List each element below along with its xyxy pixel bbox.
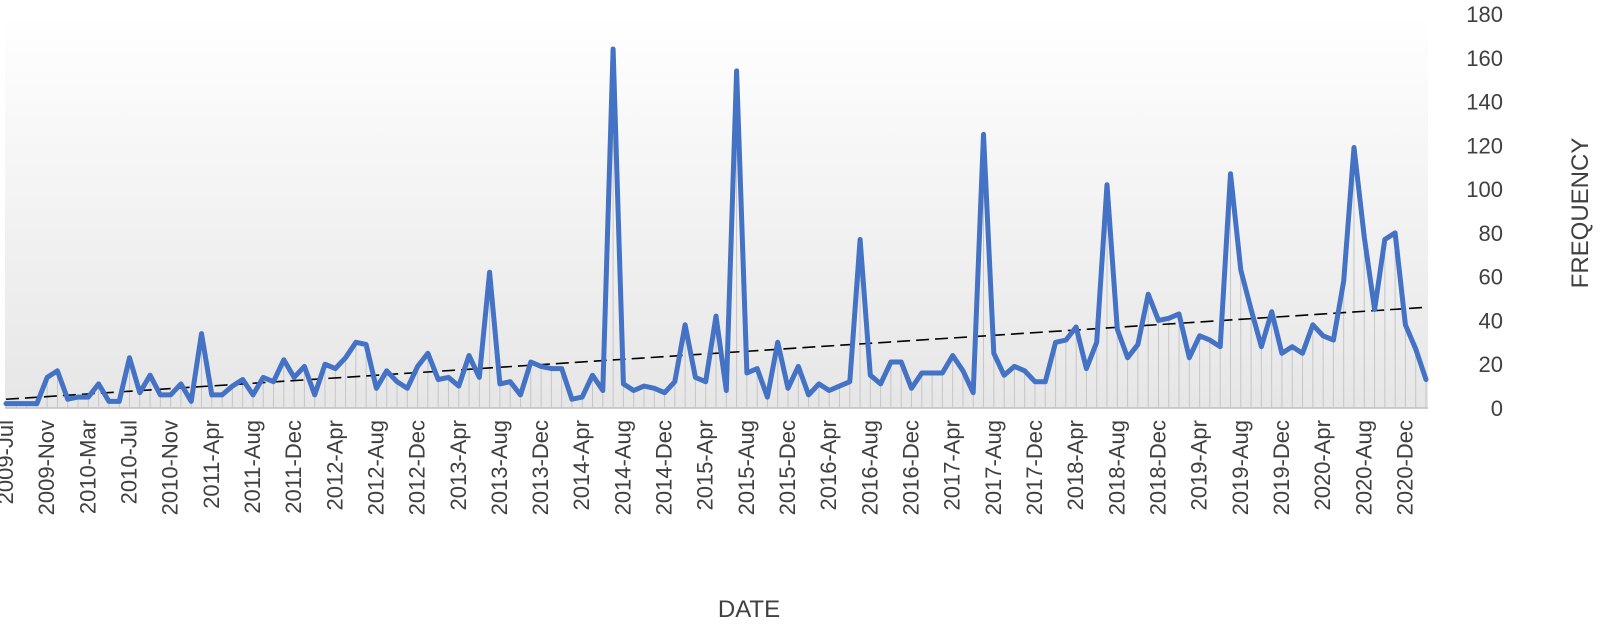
x-tick-label: 2011-Apr bbox=[199, 420, 224, 509]
x-tick-label: 2011-Aug bbox=[240, 420, 265, 514]
x-tick-label: 2012-Apr bbox=[322, 420, 347, 511]
x-tick-label: 2020-Aug bbox=[1351, 420, 1376, 515]
y-tick-label: 40 bbox=[1479, 308, 1503, 333]
x-tick-label: 2015-Aug bbox=[734, 420, 759, 515]
x-tick-label: 2016-Dec bbox=[899, 420, 924, 515]
x-tick-label: 2014-Apr bbox=[569, 420, 594, 511]
y-tick-label: 180 bbox=[1466, 2, 1503, 27]
x-tick-label: 2013-Aug bbox=[487, 420, 512, 515]
y-tick-label: 160 bbox=[1466, 46, 1503, 71]
x-tick-label: 2010-Mar bbox=[75, 420, 100, 514]
y-tick-label: 80 bbox=[1479, 221, 1503, 246]
y-tick-label: 140 bbox=[1466, 90, 1503, 115]
x-axis-title: DATE bbox=[718, 596, 780, 623]
x-tick-label: 2017-Apr bbox=[940, 420, 965, 511]
x-tick-label: 2015-Dec bbox=[775, 420, 800, 515]
y-tick-label: 120 bbox=[1466, 133, 1503, 158]
x-tick-label: 2010-Jul bbox=[117, 420, 142, 504]
x-tick-label: 2013-Dec bbox=[528, 420, 553, 515]
x-tick-label: 2009-Jul bbox=[0, 420, 18, 504]
x-tick-label: 2017-Aug bbox=[981, 420, 1006, 515]
series-line bbox=[3, 46, 1429, 407]
y-tick-labels: 0 20 40 60 80 100 120 140 160 180 bbox=[1466, 2, 1503, 421]
x-tick-label: 2020-Apr bbox=[1310, 420, 1335, 511]
x-tick-label: 2009-Nov bbox=[34, 420, 59, 515]
x-tick-label: 2010-Nov bbox=[158, 420, 183, 515]
x-tick-label: 2012-Dec bbox=[405, 420, 430, 515]
x-tick-label: 2016-Apr bbox=[816, 420, 841, 511]
x-tick-label: 2020-Dec bbox=[1392, 420, 1417, 515]
x-tick-label: 2011-Dec bbox=[281, 420, 306, 514]
x-tick-label: 2018-Dec bbox=[1146, 420, 1171, 515]
y-tick-label: 20 bbox=[1479, 352, 1503, 377]
x-tick-label: 2016-Aug bbox=[857, 420, 882, 515]
x-tick-label: 2019-Dec bbox=[1269, 420, 1294, 515]
y-tick-label: 100 bbox=[1466, 177, 1503, 202]
y-tick-label: 0 bbox=[1491, 396, 1503, 421]
x-tick-label: 2015-Apr bbox=[693, 420, 718, 511]
y-axis-title: FREQUENCY bbox=[1567, 138, 1594, 289]
x-tick-label: 2017-Dec bbox=[1022, 420, 1047, 515]
y-tick-label: 60 bbox=[1479, 265, 1503, 290]
x-tick-label: 2019-Apr bbox=[1187, 420, 1212, 511]
x-tick-label: 2019-Aug bbox=[1228, 420, 1253, 515]
x-tick-label: 2018-Apr bbox=[1063, 420, 1088, 511]
x-tick-label: 2013-Apr bbox=[446, 420, 471, 511]
x-tick-label: 2014-Dec bbox=[652, 420, 677, 515]
x-tick-label: 2018-Aug bbox=[1104, 420, 1129, 515]
x-tick-label: 2012-Aug bbox=[363, 420, 388, 515]
x-tick-labels: 2009-Jul 2009-Nov 2010-Mar 2010-Jul 2010-Nov… bbox=[0, 420, 1417, 515]
x-tick-label: 2014-Aug bbox=[610, 420, 635, 515]
